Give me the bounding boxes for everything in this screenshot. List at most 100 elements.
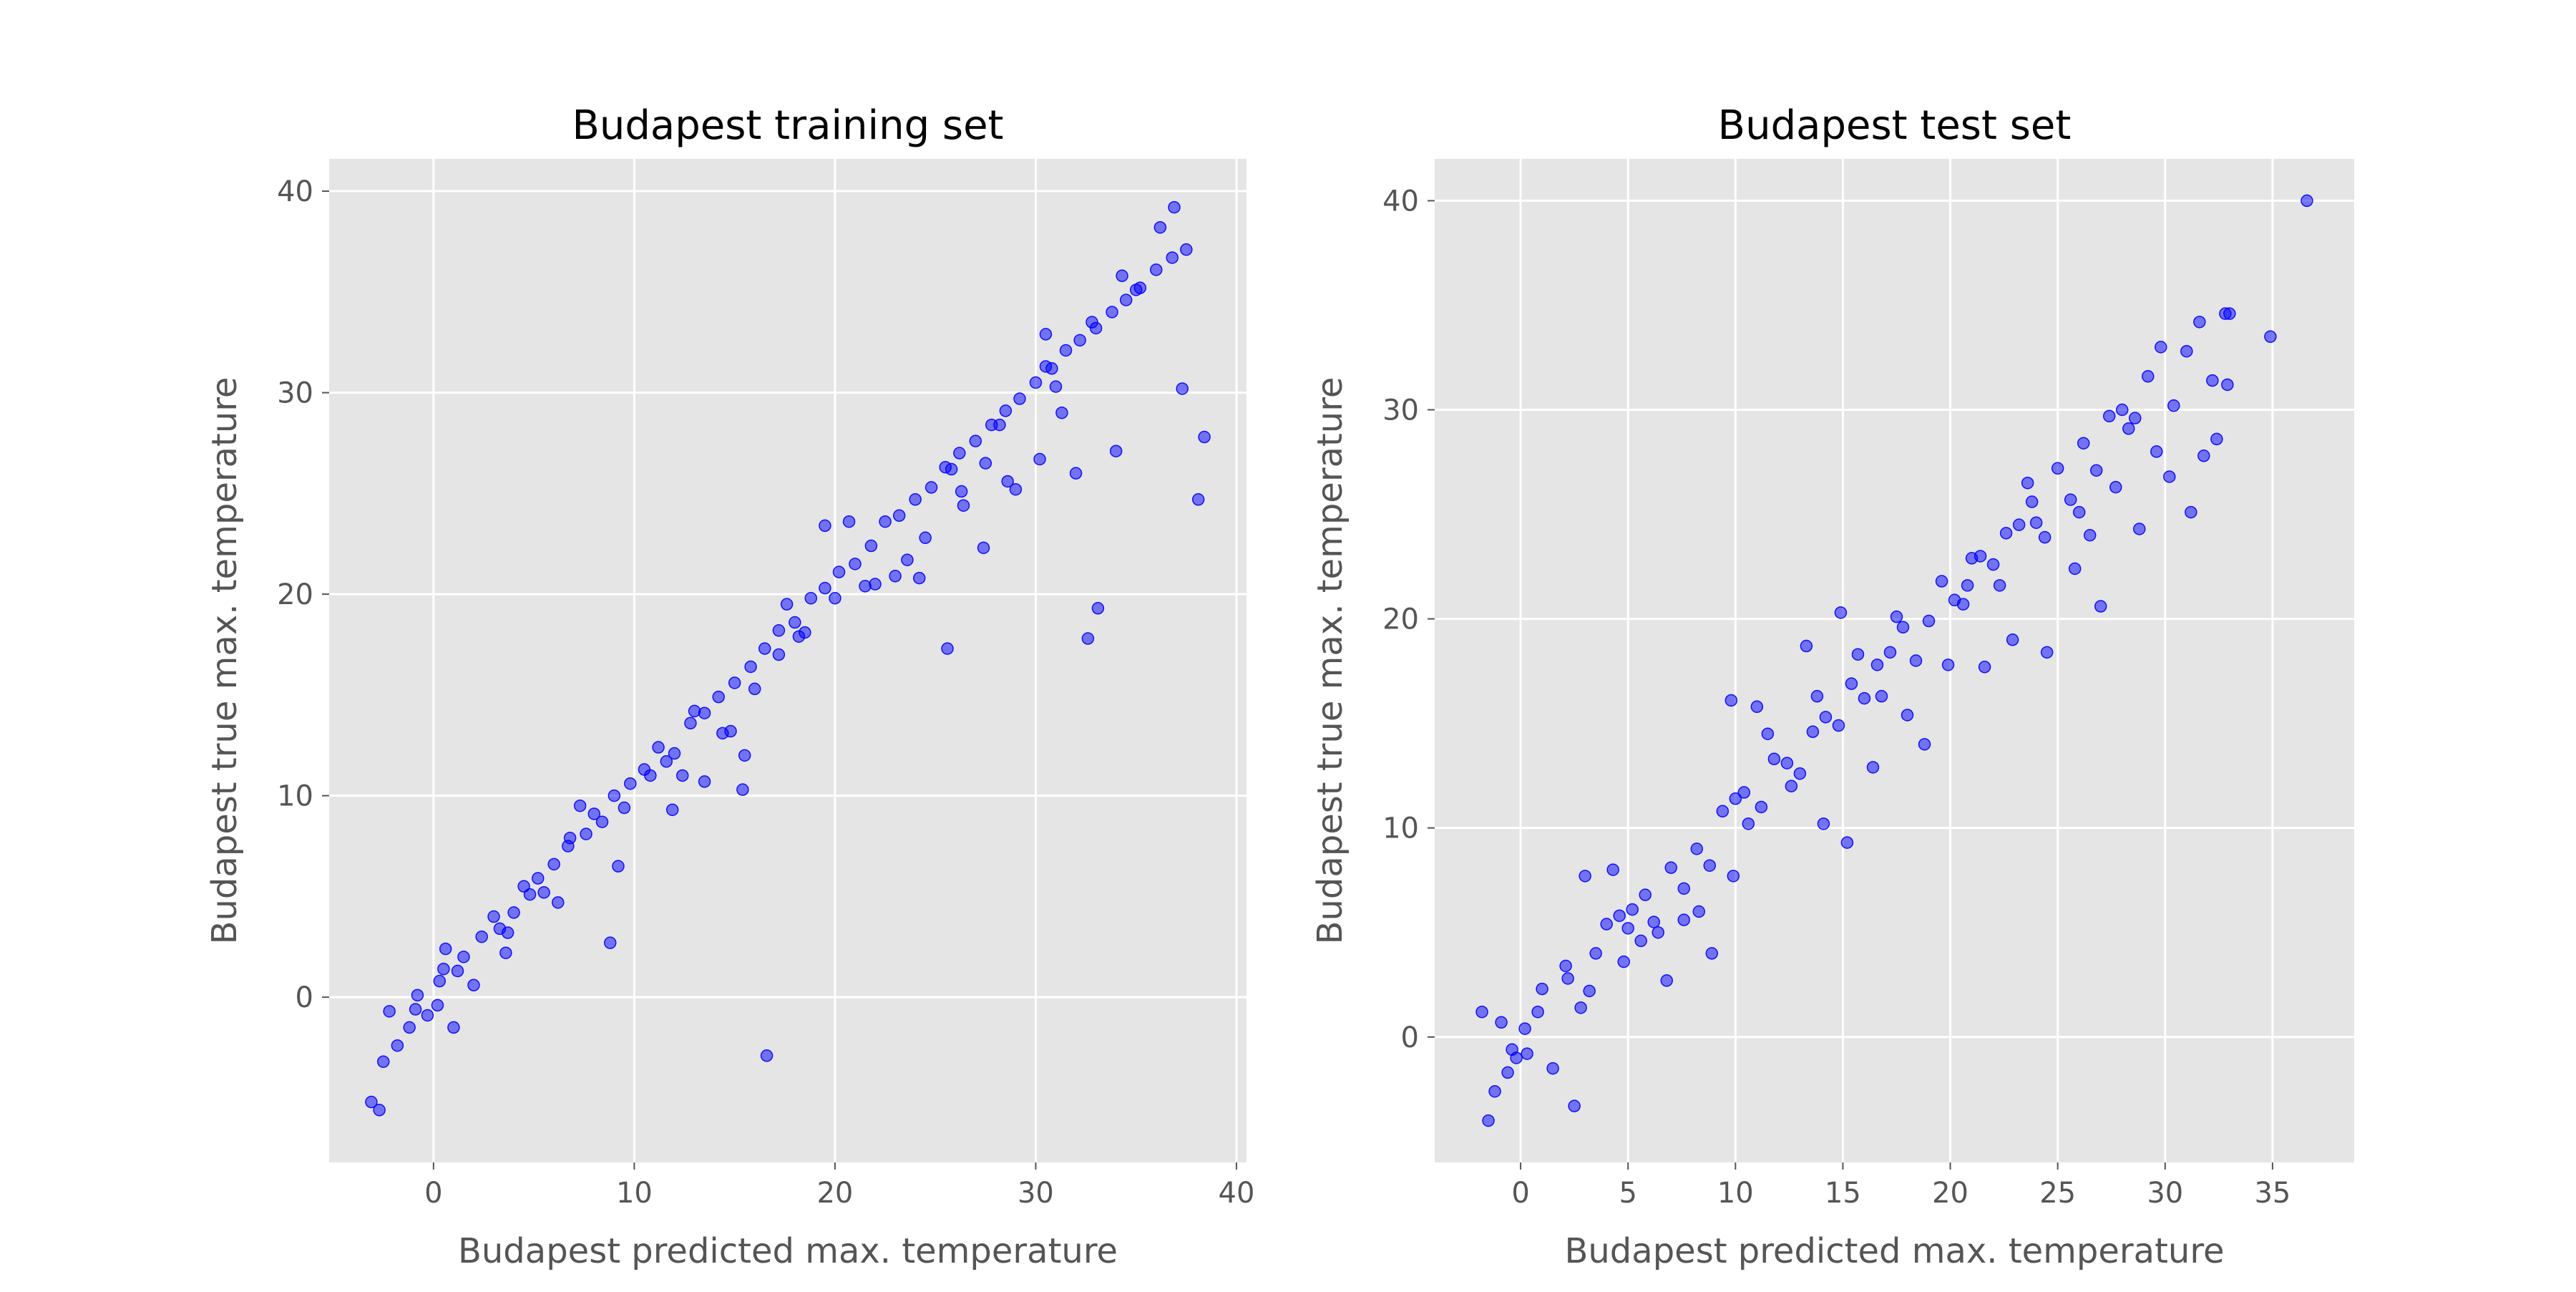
scatter-point [2133, 523, 2146, 535]
scatter-point [698, 706, 711, 719]
scatter-point [1660, 974, 1674, 987]
scatter-point [668, 747, 681, 760]
scatter-point [652, 741, 665, 754]
scatter-point [2122, 422, 2135, 435]
scatter-point [421, 1009, 434, 1022]
scatter-point [1106, 306, 1118, 319]
scatter-point [1935, 575, 1948, 588]
training-set-panel: 0 10 20 30 40 0 10 20 30 40 Budapest training set… [205, 102, 1254, 1271]
scatter-point [467, 978, 480, 992]
scatter-point [1858, 691, 1871, 705]
scatter-point [1180, 243, 1193, 256]
scatter-point [552, 896, 565, 909]
scatter-point [2115, 403, 2129, 417]
scatter-point [1883, 646, 1897, 659]
y-tick-label: 30 [277, 377, 313, 410]
scatter-point [1176, 382, 1189, 395]
scatter-point [2040, 646, 2054, 659]
scatter-point [1495, 1016, 1508, 1029]
scatter-point [1073, 334, 1086, 347]
scatter-point [1501, 1066, 1514, 1079]
scatter-point [2180, 344, 2193, 358]
scatter-point [499, 946, 512, 959]
scatter-point [1767, 752, 1781, 766]
scatter-point [1993, 579, 2006, 592]
scatter-point [1589, 947, 1602, 960]
scatter-point [1561, 972, 1574, 985]
scatter-point [1703, 859, 1717, 872]
scatter-point [1153, 220, 1167, 234]
scatter-point [1510, 1051, 1523, 1064]
scatter-point [1978, 661, 1991, 674]
scatter-point [618, 801, 631, 815]
scatter-point [608, 789, 621, 802]
scatter-point [595, 815, 609, 828]
x-tick-label: 0 [1511, 1177, 1529, 1210]
scatter-point [2301, 194, 2313, 208]
scatter-point [1116, 269, 1128, 283]
scatter-point [1866, 761, 1880, 774]
scatter-point [1049, 380, 1063, 393]
scatter-point [1724, 694, 1738, 707]
scatter-point [1999, 527, 2013, 540]
scatter-point [1737, 786, 1751, 799]
x-axis-label: Budapest predicted max. temperature [458, 1231, 1118, 1271]
chart-title: Budapest training set [572, 102, 1003, 149]
scatter-point [1488, 1084, 1501, 1098]
scatter-point [2064, 493, 2077, 506]
x-tick-label: 40 [1219, 1177, 1255, 1210]
scatter-point [744, 660, 757, 674]
scatter-point [829, 591, 841, 605]
scatter-point [849, 558, 862, 570]
scatter-point [1806, 725, 1820, 739]
tick-labels-test: 0 5 10 15 20 25 30 35 0 10 20 30 40 [1382, 185, 2290, 1210]
scatter-point [2155, 341, 2167, 354]
scatter-point [2038, 530, 2051, 544]
scatter-point [1059, 344, 1073, 357]
scatter-point [439, 942, 452, 956]
x-tick-label: 5 [1619, 1177, 1636, 1210]
scatter-point [1634, 934, 1647, 948]
plot-area-test [1435, 159, 2354, 1162]
scatter-point [698, 775, 711, 788]
scatter-point [889, 570, 902, 583]
scatter-point [2072, 505, 2086, 519]
scatter-point [2142, 370, 2155, 383]
scatter-point [2163, 470, 2176, 483]
grid-training [329, 159, 1246, 1162]
scatter-point [391, 1039, 404, 1052]
scatter-point [1081, 632, 1095, 645]
scatter-point [580, 827, 592, 840]
scatter-point [1729, 792, 1742, 805]
scatter-point [1677, 913, 1691, 926]
scatter-point [1965, 552, 1979, 565]
x-tick-label: 20 [1932, 1177, 1968, 1210]
scatter-point [1531, 1005, 1544, 1019]
scatter-point [451, 964, 464, 978]
scatter-point [957, 499, 970, 512]
scatter-point [1834, 606, 1848, 619]
scatter-point [2102, 409, 2116, 423]
scatter-point [792, 630, 806, 643]
scatter-point [1909, 654, 1923, 667]
scatter-point [1518, 1022, 1531, 1035]
scatter-point [1890, 610, 1903, 623]
scatter-point [1039, 360, 1053, 373]
scatter-point [1626, 903, 1639, 916]
y-tick-label: 40 [277, 175, 313, 208]
scatter-point [1750, 700, 1764, 714]
scatter-point [919, 531, 932, 545]
scatter-point [1875, 689, 1888, 703]
x-tick-label: 30 [1018, 1177, 1054, 1210]
grid-test [1435, 159, 2354, 1162]
scatter-point [760, 1049, 774, 1062]
scatter-point [969, 434, 982, 447]
scatter-point [624, 777, 637, 790]
scatter-point [2029, 516, 2043, 529]
scatter-point [999, 404, 1013, 417]
scatter-point [2210, 432, 2223, 446]
scatter-point [2089, 464, 2103, 477]
scatter-point [1961, 579, 1974, 592]
scatter-point [789, 616, 801, 629]
scatter-point [675, 769, 689, 782]
